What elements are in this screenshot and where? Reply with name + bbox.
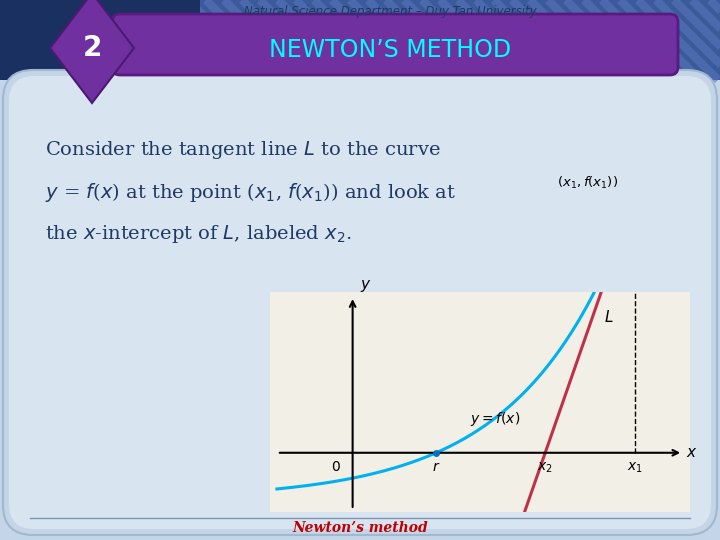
- Text: $(x_1, f(x_1))$: $(x_1, f(x_1))$: [557, 175, 618, 191]
- Text: $\it{y}$ = $\it{f}$($\it{x}$) at the point ($\it{x}$$_1$, $\it{f}$($\it{x}$$_1$): $\it{y}$ = $\it{f}$($\it{x}$) at the poi…: [45, 180, 456, 204]
- Text: $0$: $0$: [331, 461, 341, 474]
- Text: $y = f(x)$: $y = f(x)$: [469, 410, 520, 428]
- FancyBboxPatch shape: [0, 0, 200, 80]
- Text: 2: 2: [82, 34, 102, 62]
- Text: $y$: $y$: [359, 278, 371, 294]
- Text: $x_2$: $x_2$: [537, 461, 553, 475]
- Text: $r$: $r$: [432, 461, 441, 474]
- FancyBboxPatch shape: [0, 0, 720, 80]
- Text: Newton’s method: Newton’s method: [292, 521, 428, 535]
- Text: $x$: $x$: [686, 446, 698, 460]
- Text: $x_1$: $x_1$: [627, 461, 643, 475]
- Text: the $\it{x}$-intercept of $\it{L}$, labeled $\it{x}$$_2$.: the $\it{x}$-intercept of $\it{L}$, labe…: [45, 223, 352, 245]
- FancyBboxPatch shape: [112, 14, 678, 75]
- FancyBboxPatch shape: [9, 76, 711, 529]
- Text: Consider the tangent line $\it{L}$ to the curve: Consider the tangent line $\it{L}$ to th…: [45, 139, 441, 161]
- Text: Natural Science Department – Duy Tan University: Natural Science Department – Duy Tan Uni…: [243, 5, 536, 18]
- Text: $L$: $L$: [604, 309, 613, 325]
- FancyBboxPatch shape: [3, 70, 717, 535]
- Text: NEWTON’S METHOD: NEWTON’S METHOD: [269, 38, 511, 62]
- Polygon shape: [50, 0, 134, 103]
